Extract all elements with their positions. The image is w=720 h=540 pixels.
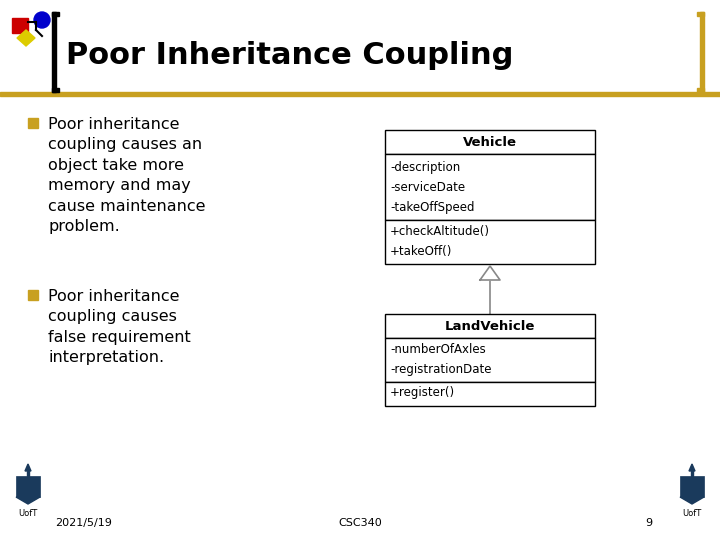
Bar xyxy=(691,471,693,476)
Bar xyxy=(680,476,704,497)
Text: Poor inheritance
coupling causes
false requirement
interpretation.: Poor inheritance coupling causes false r… xyxy=(48,289,191,365)
Text: CSC340: CSC340 xyxy=(338,518,382,528)
Bar xyxy=(697,88,704,92)
Bar xyxy=(52,88,59,92)
Polygon shape xyxy=(16,497,40,504)
Bar xyxy=(27,471,29,476)
Bar xyxy=(52,12,56,92)
Text: Vehicle: Vehicle xyxy=(463,136,517,148)
Bar xyxy=(12,18,28,33)
Bar xyxy=(16,476,40,497)
Bar xyxy=(385,154,595,220)
Text: 2021/5/19: 2021/5/19 xyxy=(55,518,112,528)
Text: -serviceDate: -serviceDate xyxy=(390,181,465,194)
Bar xyxy=(700,12,704,92)
Text: -registrationDate: -registrationDate xyxy=(390,363,492,376)
Bar xyxy=(0,92,720,96)
Text: UofT: UofT xyxy=(683,509,701,518)
Text: LandVehicle: LandVehicle xyxy=(445,320,535,333)
Text: UofT: UofT xyxy=(19,509,37,518)
Text: -numberOfAxles: -numberOfAxles xyxy=(390,343,486,356)
Bar xyxy=(385,314,595,338)
Polygon shape xyxy=(17,30,35,46)
Bar xyxy=(697,12,704,16)
Text: -takeOffSpeed: -takeOffSpeed xyxy=(390,201,474,214)
Text: +checkAltitude(): +checkAltitude() xyxy=(390,225,490,238)
Text: 9: 9 xyxy=(645,518,652,528)
Bar xyxy=(385,130,595,154)
Bar xyxy=(28,118,38,128)
Bar xyxy=(52,12,59,16)
Bar xyxy=(385,220,595,264)
Bar xyxy=(385,338,595,382)
Text: +register(): +register() xyxy=(390,386,455,399)
Text: -description: -description xyxy=(390,161,460,174)
Text: Poor Inheritance Coupling: Poor Inheritance Coupling xyxy=(66,42,513,71)
Text: Poor inheritance
coupling causes an
object take more
memory and may
cause mainte: Poor inheritance coupling causes an obje… xyxy=(48,117,205,234)
Bar xyxy=(28,290,38,300)
Polygon shape xyxy=(680,497,704,504)
Polygon shape xyxy=(480,266,500,280)
Polygon shape xyxy=(25,464,31,471)
Polygon shape xyxy=(689,464,695,471)
Circle shape xyxy=(34,12,50,28)
Text: +takeOff(): +takeOff() xyxy=(390,245,452,258)
Bar xyxy=(385,382,595,406)
